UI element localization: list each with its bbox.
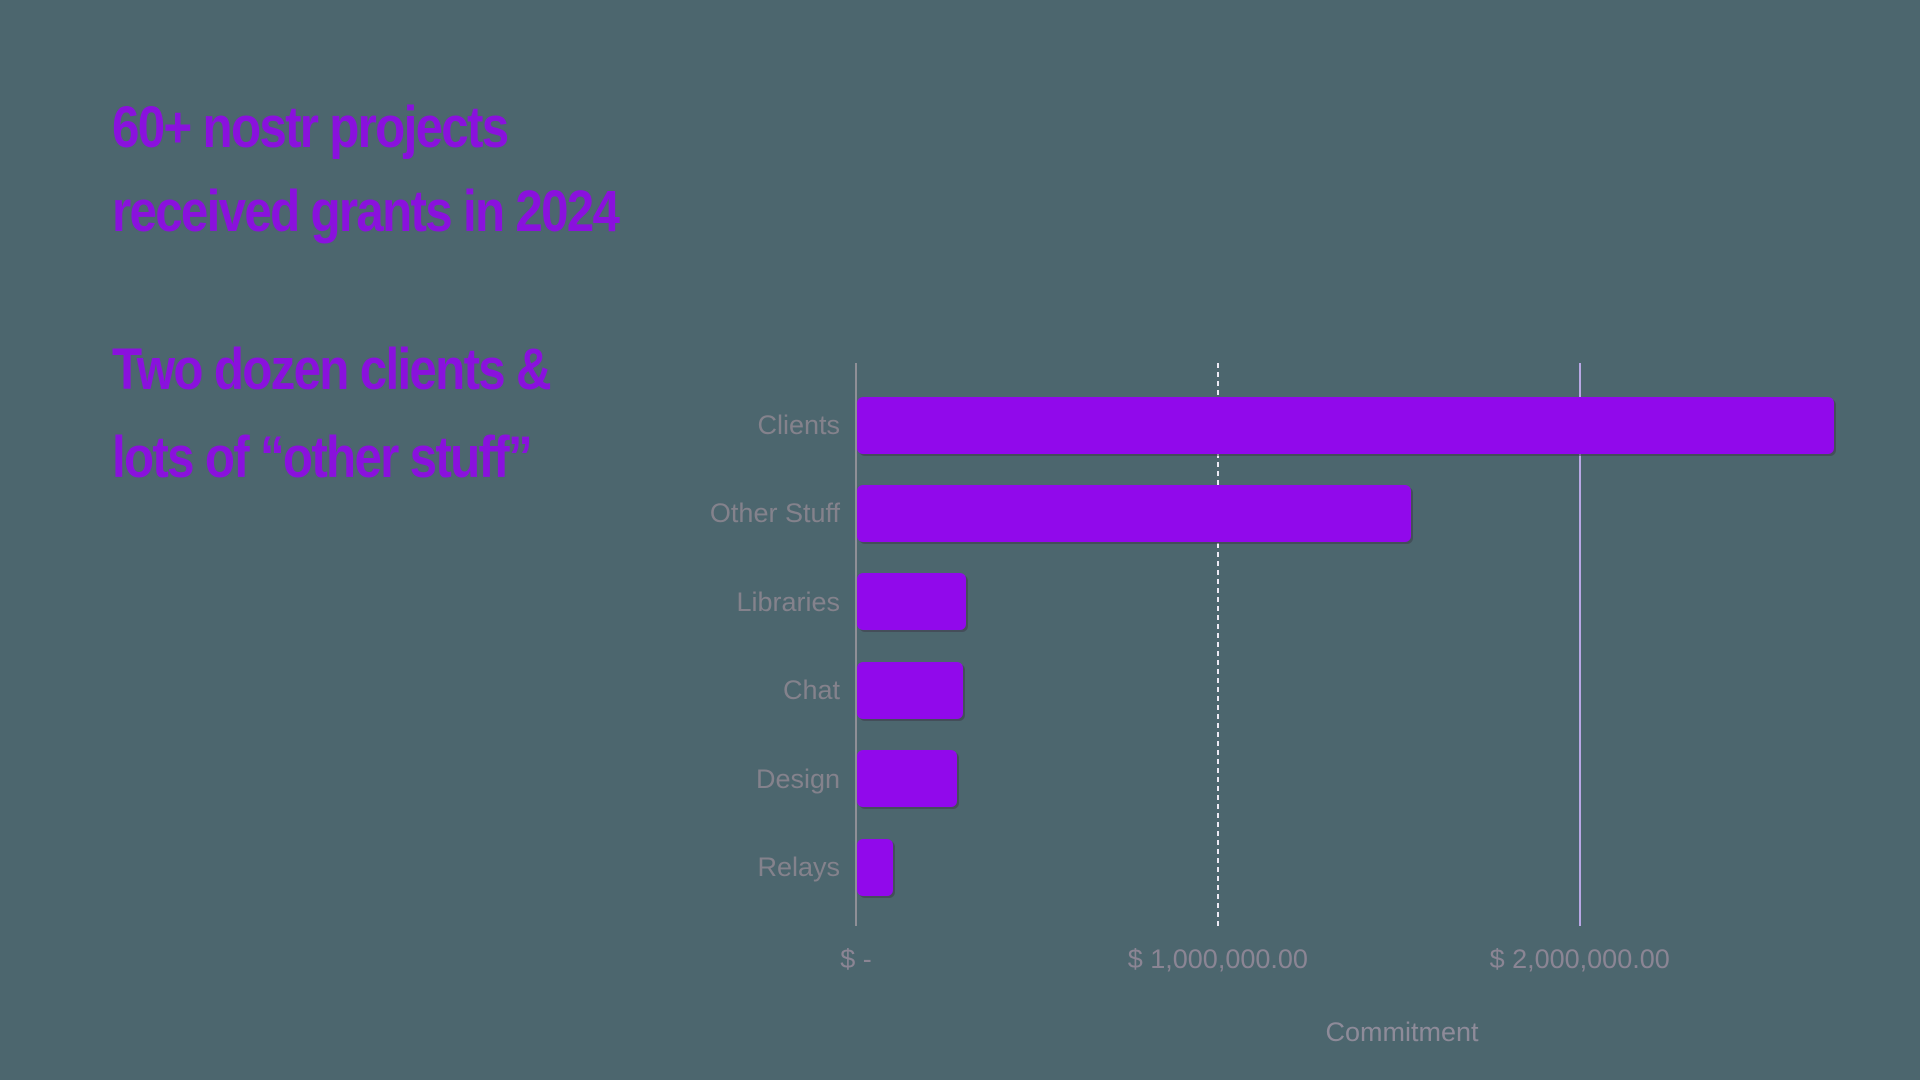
bar-chart: $ - $ 1,000,000.00 $ 2,000,000.00 Clients Ot… bbox=[710, 363, 1880, 1047]
category-label: Relays bbox=[757, 852, 840, 882]
title-line-2: received grants in 2024 bbox=[112, 179, 620, 244]
category-label: Other Stuff bbox=[709, 498, 840, 529]
gridline bbox=[1216, 363, 1219, 926]
category-label: Chat bbox=[782, 675, 840, 706]
subtitle-line-1: Two dozen clients & bbox=[112, 337, 552, 402]
gridline bbox=[1578, 363, 1581, 926]
subtitle-line-2: lots of “other stuff” bbox=[112, 425, 533, 490]
bar-clients bbox=[857, 396, 1834, 454]
bar-libraries bbox=[857, 573, 966, 631]
category-label: Libraries bbox=[736, 586, 840, 617]
x-axis-title: Commitment bbox=[1325, 1017, 1479, 1047]
x-tick-label: $ 1,000,000.00 bbox=[1127, 944, 1308, 974]
x-tick-label: $ 2,000,000.00 bbox=[1489, 944, 1670, 974]
bar-relays bbox=[857, 838, 893, 896]
bar-other-stuff bbox=[857, 484, 1411, 542]
category-label: Clients bbox=[757, 410, 840, 440]
page-title: 60+ nostr projects received grants in 20… bbox=[112, 86, 620, 254]
title-line-1: 60+ nostr projects bbox=[112, 95, 509, 160]
bar-design bbox=[857, 750, 957, 808]
bar-chat bbox=[857, 661, 963, 719]
y-axis-line bbox=[855, 363, 857, 926]
page-subtitle: Two dozen clients & lots of “other stuff… bbox=[112, 326, 552, 502]
x-tick-label: $ - bbox=[840, 944, 872, 974]
category-label: Design bbox=[755, 763, 840, 794]
